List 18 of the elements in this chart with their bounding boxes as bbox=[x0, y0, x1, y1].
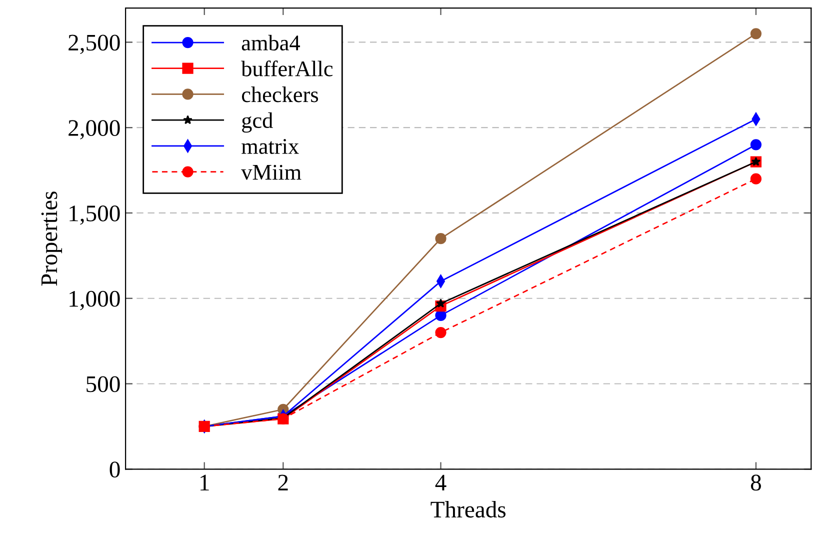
y-tick-label: 500 bbox=[86, 376, 120, 392]
x-tick-label: 4 bbox=[435, 474, 446, 490]
x-tick-label: 2 bbox=[278, 474, 288, 490]
x-axis-title: Threads bbox=[430, 500, 506, 518]
legend-label: amba4 bbox=[242, 34, 300, 51]
y-tick-label: 0 bbox=[110, 462, 120, 478]
legend-label: bufferAllc bbox=[241, 60, 333, 76]
x-tick-label: 1 bbox=[200, 474, 209, 490]
legend-label: checkers bbox=[242, 86, 318, 102]
y-tick-label: 1,000 bbox=[70, 290, 120, 310]
y-tick-label: 1,500 bbox=[70, 205, 120, 225]
legend-label: gcd bbox=[242, 112, 273, 133]
y-tick-label: 2,000 bbox=[68, 120, 120, 140]
y-axis-title: Properties bbox=[41, 192, 62, 286]
legend-label: vMiim bbox=[241, 164, 302, 180]
x-tick-label: 8 bbox=[750, 474, 761, 491]
legend-label: matrix bbox=[242, 139, 299, 154]
y-tick-label: 2,500 bbox=[68, 34, 120, 54]
